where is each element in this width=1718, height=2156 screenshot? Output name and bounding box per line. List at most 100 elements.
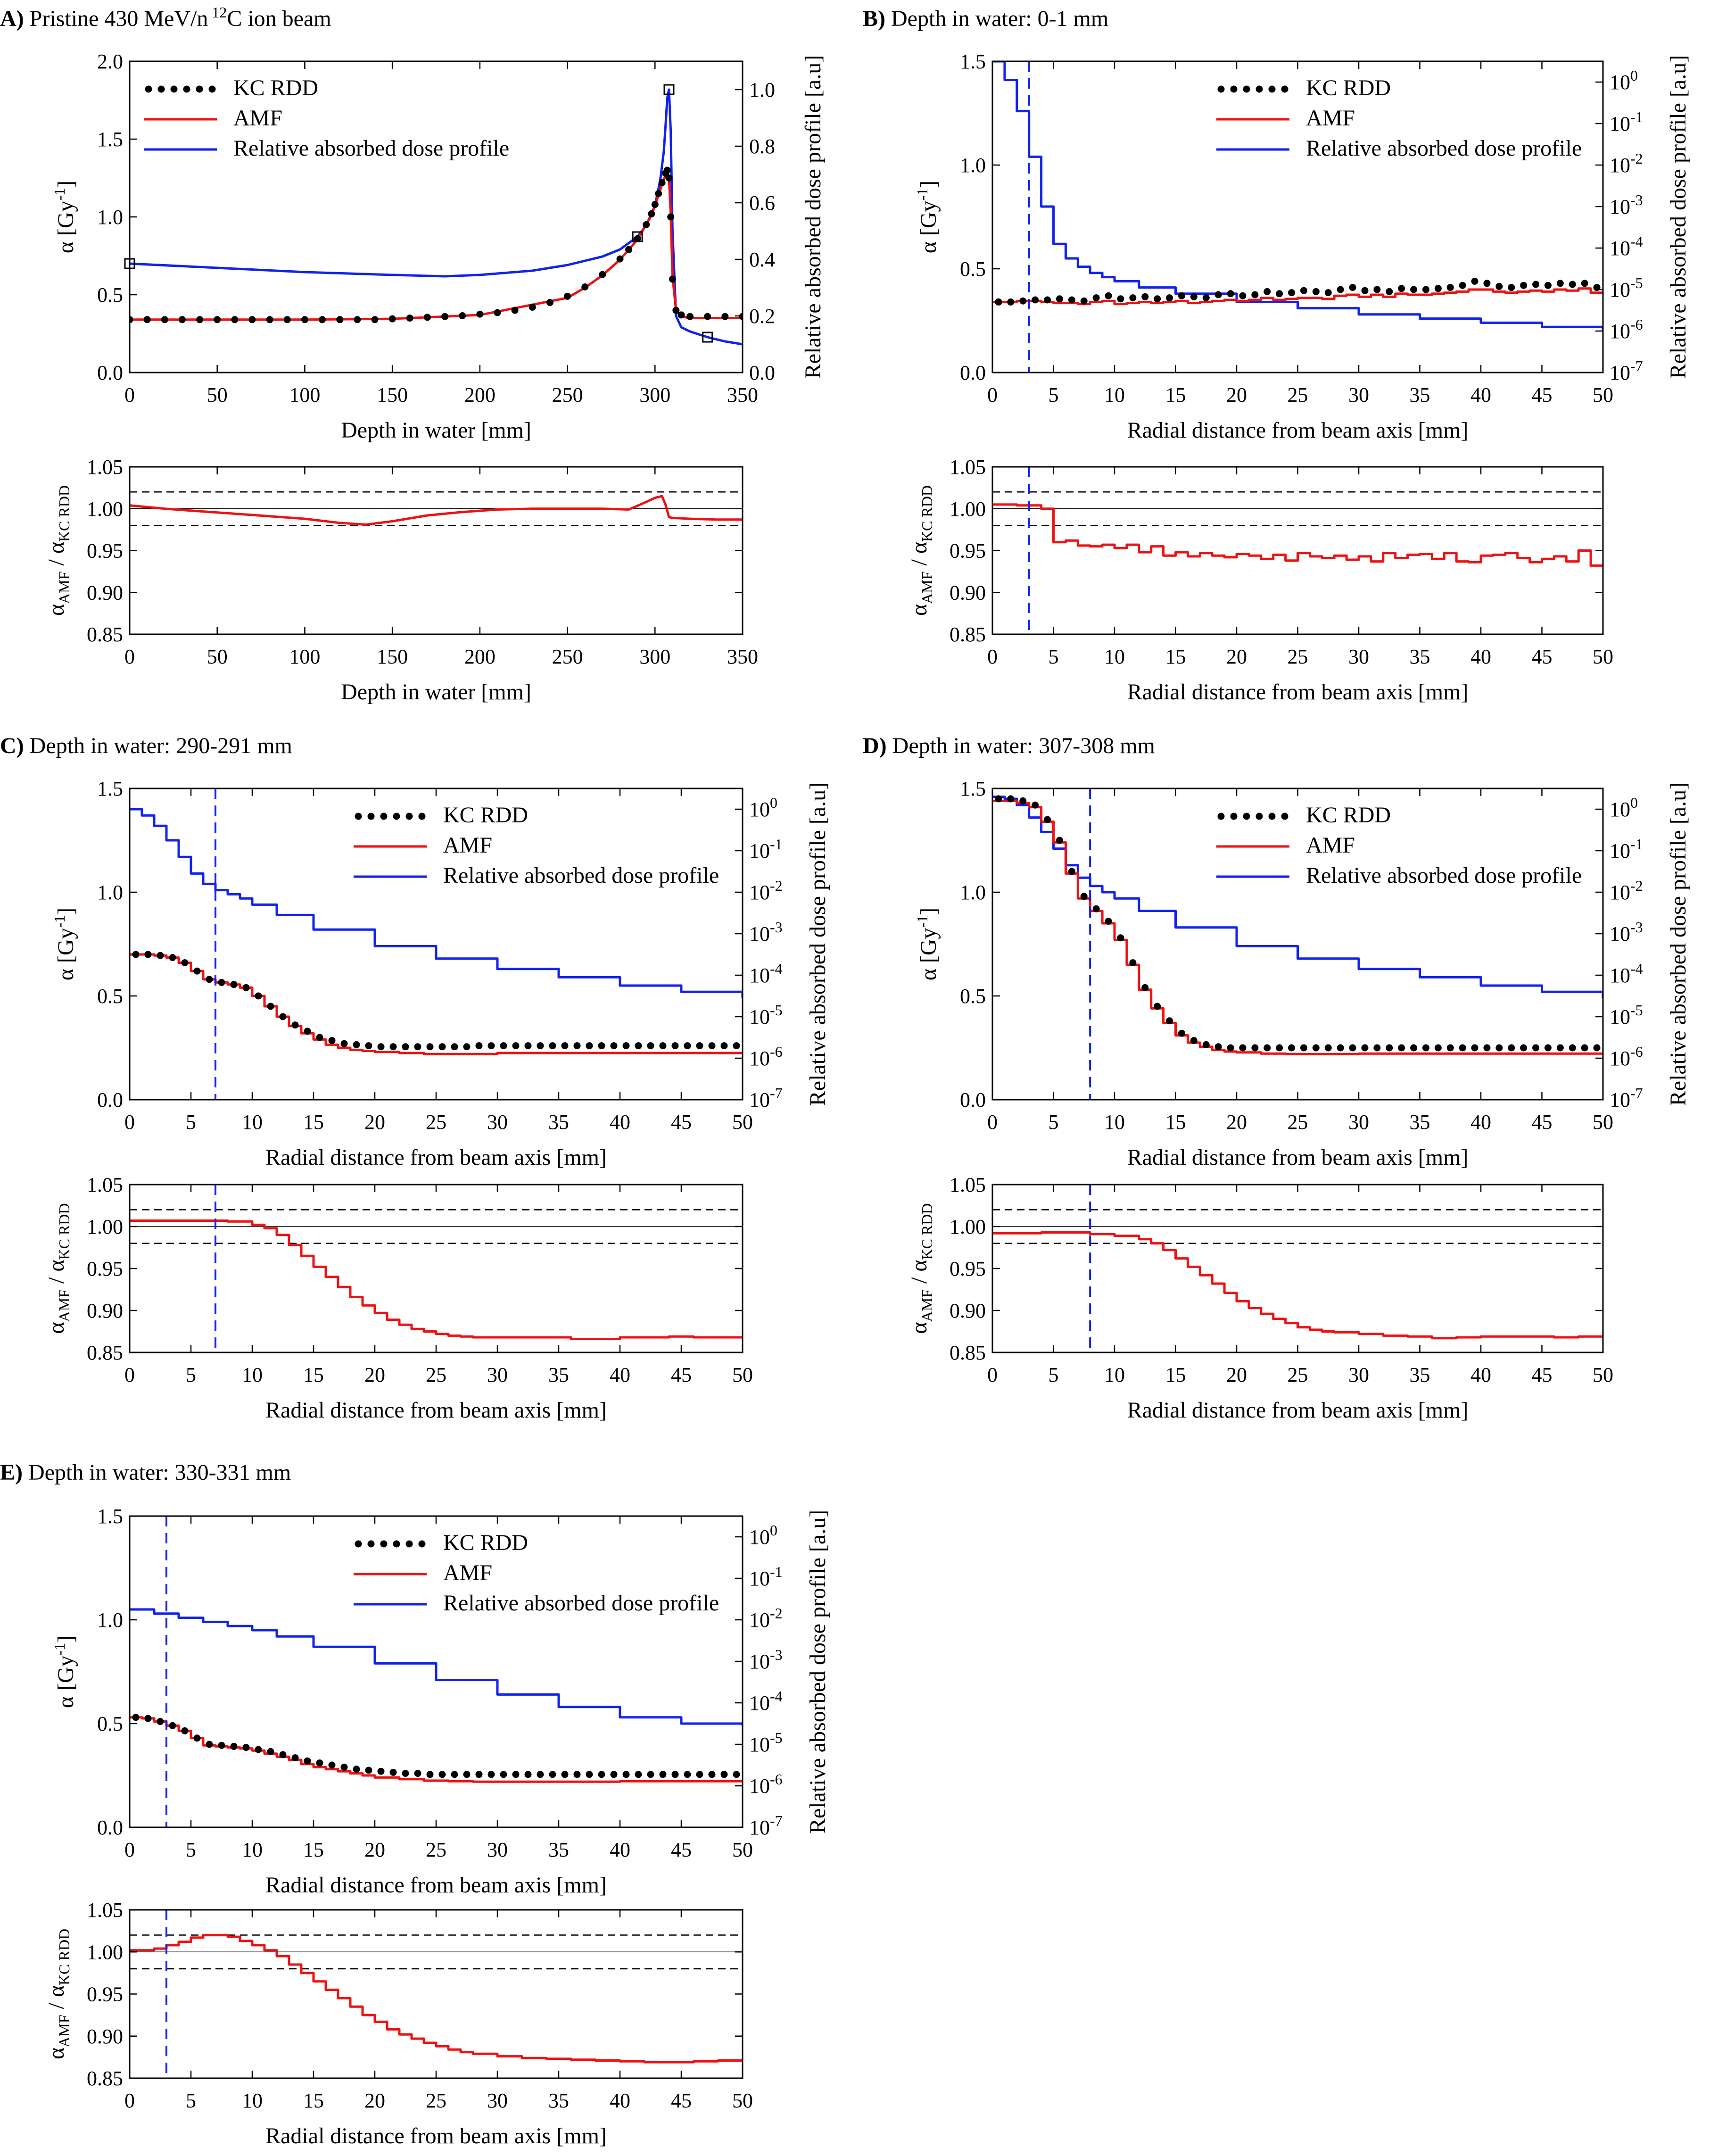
ratio-xtick-label: 0 [987, 1363, 998, 1386]
y2-tick-label: 10-5 [1610, 274, 1643, 301]
ratio-ytick-label: 1.05 [87, 1173, 123, 1196]
kc-rdd-point [561, 1771, 569, 1778]
kc-rdd-point [671, 1042, 679, 1050]
main-xtick-label: 40 [610, 1838, 630, 1861]
ratio-ytick-label: 0.85 [87, 1341, 123, 1364]
legend-dose-label: Relative absorbed dose profile [233, 136, 509, 161]
kc-rdd-point [537, 1042, 544, 1050]
legend-kc-swatch [1268, 813, 1276, 820]
kc-rdd-point [1080, 297, 1088, 305]
y2-label: Relative absorbed dose profile [a.u] [1666, 55, 1691, 379]
kc-rdd-point [1154, 295, 1161, 303]
kc-rdd-point [1288, 1044, 1296, 1052]
kc-rdd-point [279, 1013, 287, 1020]
dose-series-line [130, 808, 743, 998]
ratio-ylabel-part: / α [44, 542, 69, 571]
y2-tick-label: 10-3 [749, 1646, 783, 1673]
y2-tick-exponent: -2 [1630, 877, 1643, 894]
kc-rdd-point [696, 1042, 703, 1050]
ratio-xtick-label: 15 [1165, 645, 1186, 668]
kc-rdd-point [1080, 893, 1088, 900]
y2-tick-label: 10-3 [1610, 191, 1643, 218]
ratio-ylabel-part: KC RDD [56, 1203, 73, 1260]
y2-tick-exponent: -4 [1630, 960, 1643, 977]
main-xtick-label: 10 [1104, 383, 1125, 406]
kc-rdd-point [995, 795, 1002, 803]
kc-rdd-point [181, 959, 189, 967]
ylabel-exp: -1 [914, 915, 931, 928]
ratio-xtick-label: 10 [1104, 1363, 1125, 1386]
y2-tick-label: 10-1 [749, 836, 783, 862]
main-xtick-label: 0 [124, 383, 135, 406]
y2-tick-exponent: -6 [770, 1771, 783, 1788]
panel-title-text: Depth in water: 330-331 mm [28, 1460, 291, 1485]
ratio-ytick-label: 1.00 [950, 1215, 986, 1238]
main-ytick-label: 0.0 [960, 1088, 986, 1111]
kc-rdd-point [178, 316, 186, 323]
main-xtick-label: 0 [124, 1111, 135, 1134]
ratio-ytick-label: 0.95 [87, 539, 123, 563]
kc-rdd-point [144, 1715, 152, 1722]
kc-rdd-point [354, 316, 361, 323]
kc-rdd-point [365, 1042, 372, 1050]
ratio-xtick-label: 0 [124, 2089, 135, 2112]
kc-rdd-point [634, 235, 641, 242]
ylabel-exp: -1 [51, 1643, 68, 1656]
kc-rdd-point [635, 1771, 642, 1778]
kc-rdd-point [671, 1771, 679, 1778]
ratio-ytick-label: 1.05 [950, 1173, 986, 1196]
kc-rdd-point [610, 1042, 618, 1050]
kc-rdd-point [377, 1767, 385, 1775]
ratio-xtick-label: 30 [487, 2089, 508, 2112]
legend-kc-swatch [367, 1540, 375, 1548]
y2-tick-exponent: -1 [770, 1563, 783, 1580]
kc-rdd-point [610, 1771, 618, 1778]
kc-rdd-point [1007, 298, 1015, 306]
ratio-ytick-label: 0.90 [87, 581, 123, 604]
main-xtick-label: 50 [1593, 1111, 1613, 1134]
main-xtick-label: 45 [1532, 383, 1553, 406]
y2-label: Relative absorbed dose profile [a.u] [801, 55, 826, 379]
ratio-ylabel-part: KC RDD [918, 485, 935, 542]
main-ytick-label: 1.5 [960, 777, 986, 800]
legend-dose-label: Relative absorbed dose profile [1306, 863, 1582, 888]
kc-rdd-point [651, 201, 659, 208]
ratio-xlabel: Depth in water [mm] [341, 680, 531, 705]
kc-rdd-point [1288, 289, 1296, 297]
y2-tick-label: 100 [1610, 67, 1638, 94]
main-xtick-label: 25 [426, 1111, 446, 1134]
ratio-xtick-label: 30 [1348, 645, 1369, 668]
legend-kc-swatch [1281, 85, 1288, 93]
kc-rdd-point [388, 315, 396, 323]
main-xlabel: Radial distance from beam axis [mm] [1127, 1145, 1469, 1170]
kc-rdd-point [1117, 295, 1124, 303]
ratio-ylabel-part: AMF [918, 571, 935, 604]
ratio-xtick-label: 50 [207, 645, 228, 668]
main-ytick-label: 1.5 [97, 777, 123, 800]
y2-tick-exponent: -1 [1630, 108, 1643, 125]
kc-rdd-point [524, 1042, 532, 1050]
kc-rdd-point [669, 275, 676, 283]
panel-C: C) Depth in water: 290-291 mm 0 5 10 15 20 25 3… [0, 733, 830, 1423]
main-xtick-label: 5 [1049, 1111, 1059, 1134]
ratio-xtick-label: 20 [1226, 645, 1247, 668]
main-xtick-label: 350 [727, 383, 758, 406]
main-ylabel: α [Gy-1] [914, 181, 941, 253]
legend-kc-swatch [418, 813, 426, 820]
kc-rdd-point [635, 1042, 642, 1050]
kc-rdd-point [1508, 284, 1515, 291]
main-xtick-label: 25 [1288, 1111, 1308, 1134]
ratio-xtick-label: 45 [671, 2089, 692, 2112]
y2-tick-label: 10-2 [749, 1605, 783, 1632]
kc-rdd-point [406, 315, 413, 322]
kc-rdd-point [214, 316, 221, 323]
kc-rdd-point [1129, 959, 1137, 967]
ratio-xtick-label: 5 [1049, 645, 1059, 668]
kc-rdd-point [206, 1741, 213, 1748]
kc-rdd-point [1068, 296, 1075, 304]
kc-rdd-point [1068, 868, 1075, 875]
main-ytick-label: 0.5 [960, 257, 986, 281]
kc-rdd-point [1361, 287, 1369, 294]
legend-amf-label: AMF [443, 833, 492, 858]
kc-rdd-point [598, 1042, 605, 1050]
